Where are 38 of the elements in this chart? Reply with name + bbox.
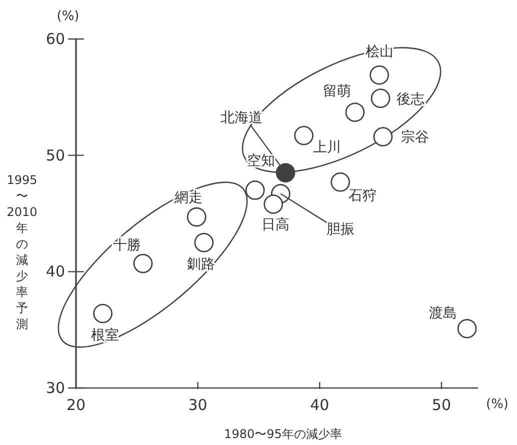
x-tick-label: 50: [432, 396, 451, 414]
annotation: 胆振: [326, 222, 355, 238]
point: [370, 65, 390, 85]
annotation: 網走: [174, 190, 203, 206]
point: [276, 163, 296, 182]
text: (%): [486, 397, 508, 412]
x-tick-label: 30: [188, 396, 208, 414]
annotation: 空知: [247, 153, 276, 170]
annotation: 十勝: [113, 238, 141, 254]
y-tick-label: 50: [46, 146, 65, 164]
point: [457, 318, 477, 338]
annotation: 宗谷: [400, 130, 429, 146]
point: [345, 102, 365, 122]
point: [330, 172, 350, 192]
point: [264, 194, 284, 214]
y-tick-label: 60: [46, 30, 65, 48]
ylabel: 1995〜2010年の減少率予測: [6, 173, 38, 331]
annotation: 日高: [261, 217, 290, 234]
y-tick-label: 40: [46, 262, 65, 281]
text: (%): [56, 9, 80, 24]
point: [186, 207, 206, 227]
x-axis-title: 1980〜95年の減少率: [224, 427, 342, 441]
point: [370, 88, 390, 108]
point: [133, 254, 153, 274]
annotation: 石狩: [348, 188, 376, 204]
point: [294, 126, 314, 146]
point: [194, 232, 214, 252]
point: [245, 180, 265, 200]
point: [373, 127, 393, 146]
annotation: 後志: [396, 91, 425, 108]
annotation: 渡島: [429, 306, 458, 322]
x-tick-label: 20: [66, 396, 86, 414]
y-tick-label: 30: [46, 379, 65, 397]
annotation: 根室: [90, 328, 119, 344]
point: [93, 304, 112, 324]
x-tick-label: 40: [310, 396, 330, 414]
annotation: 留萌: [322, 83, 351, 100]
annotation: 上川: [312, 140, 341, 156]
